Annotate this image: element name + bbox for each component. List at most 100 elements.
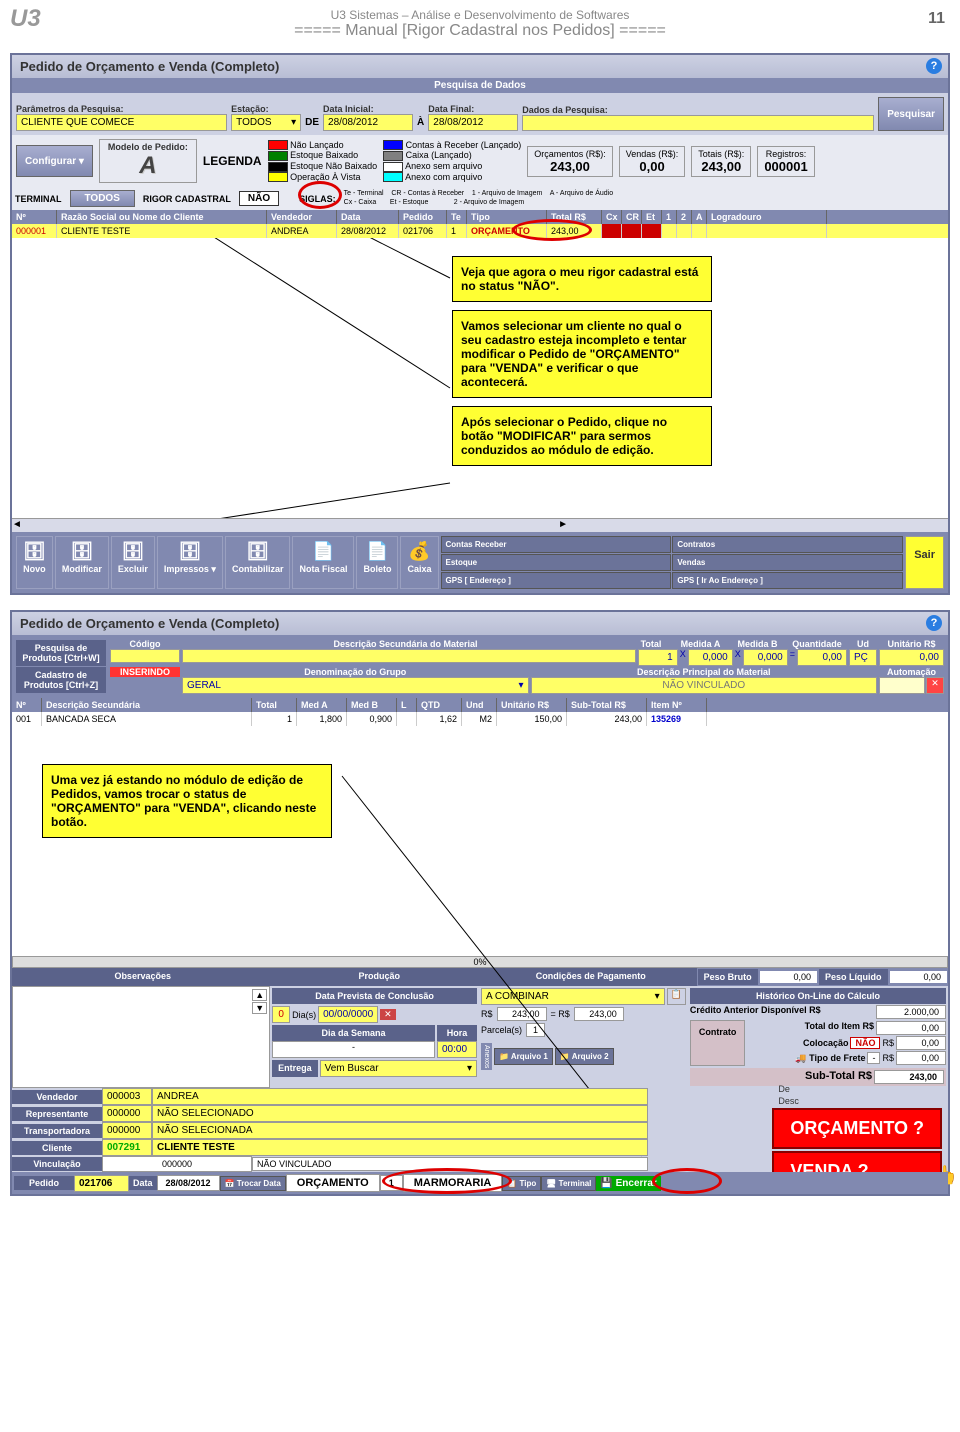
date-start-label: Data Inicial: — [323, 104, 413, 114]
clear-date-icon[interactable]: ✕ — [380, 1009, 396, 1020]
arquivo2-button[interactable]: 📁 Arquivo 2 — [555, 1048, 614, 1065]
legend-item: Não Lançado — [268, 140, 378, 151]
contratos-button[interactable]: Contratos — [672, 536, 903, 553]
pedido-n[interactable]: 021706 — [74, 1175, 129, 1192]
contas-button[interactable]: Contas Receber — [441, 536, 672, 553]
unitario-input[interactable]: 0,00 — [879, 649, 944, 666]
params-input[interactable]: CLIENTE QUE COMECE — [16, 114, 227, 131]
medida-b-input[interactable]: 0,000 — [743, 649, 788, 666]
legend-item: Operação À Vista — [268, 172, 378, 183]
producao-header: Produção — [273, 968, 485, 986]
trans-cod[interactable]: 000000 — [102, 1122, 152, 1139]
dias-n[interactable]: 0 — [272, 1006, 290, 1023]
grid-row[interactable]: 000001CLIENTE TESTEANDREA28/08/201202170… — [12, 224, 948, 238]
gps2-button[interactable]: GPS [ Ir Ao Endereço ] — [672, 572, 903, 589]
peso-bruto-value: 0,00 — [760, 971, 817, 983]
cadastro-produtos-button[interactable]: Cadastro de Produtos [Ctrl+Z] — [16, 667, 106, 693]
transportadora-label: Transportadora — [12, 1124, 102, 1138]
cond-icon[interactable]: 📋 — [667, 988, 686, 1005]
footer: Observações Produção Condições de Pagame… — [12, 968, 948, 1194]
dias-date[interactable]: 00/00/0000 — [318, 1006, 378, 1023]
grid-col-header: Et — [642, 210, 662, 224]
arquivo1-button[interactable]: 📁 Arquivo 1 — [494, 1048, 553, 1065]
nota-button[interactable]: 📄Nota Fiscal — [292, 536, 354, 589]
grid2-header: NºDescrição SecundáriaTotalMed AMed BLQT… — [12, 698, 948, 712]
impressos-button[interactable]: 🗄Impressos ▾ — [157, 536, 223, 589]
total-input[interactable]: 1 — [638, 649, 678, 666]
cliente-cod[interactable]: 007291 — [102, 1139, 152, 1156]
tipo-button[interactable]: 📋 Tipo — [502, 1176, 541, 1191]
modelo-a-icon: A — [108, 152, 188, 180]
cliente-nome[interactable]: CLIENTE TESTE — [152, 1139, 648, 1156]
data-pesquisa-input[interactable] — [522, 115, 874, 131]
geral-select[interactable]: GERAL▾ — [182, 677, 529, 694]
station-input[interactable]: TODOS▾ — [231, 114, 301, 131]
grid-col-header: CR — [622, 210, 642, 224]
vendedor-nome[interactable]: ANDREA — [152, 1088, 648, 1105]
qtd-input[interactable]: 0,00 — [797, 649, 847, 666]
condicoes-header: Condições de Pagamento — [485, 968, 697, 986]
grid-col-header: 2 — [677, 210, 692, 224]
trans-nome[interactable]: NÃO SELECIONADA — [152, 1122, 648, 1139]
colocacao-nao[interactable]: NÃO — [850, 1037, 880, 1049]
params-label: Parâmetros da Pesquisa: — [16, 104, 227, 114]
descricao-input[interactable] — [182, 649, 636, 663]
hora-value[interactable]: 00:00 — [437, 1041, 477, 1058]
contabilizar-button[interactable]: 🗄Contabilizar — [225, 536, 291, 589]
scrollbar-stub[interactable]: ◄ ► — [12, 518, 948, 532]
search-row: Parâmetros da Pesquisa: CLIENTE QUE COME… — [12, 93, 948, 135]
todos-button[interactable]: TODOS — [70, 190, 135, 207]
rep-cod[interactable]: 000000 — [102, 1105, 152, 1122]
configurar-button[interactable]: Configurar ▾ — [16, 145, 93, 177]
estoque-button[interactable]: Estoque — [441, 554, 672, 571]
vendedor-cod[interactable]: 000003 — [102, 1088, 152, 1105]
a-combinar-select[interactable]: A COMBINAR▾ — [481, 988, 665, 1005]
grid-cell: CLIENTE TESTE — [57, 224, 267, 238]
search-button[interactable]: Pesquisar — [878, 97, 944, 131]
grid2-row[interactable]: 001BANCADA SECA11,8000,9001,62M2150,0024… — [12, 712, 948, 726]
help-icon-2[interactable]: ? — [926, 615, 942, 631]
grid-cell: 243,00 — [567, 712, 647, 726]
ud-input[interactable]: PÇ — [849, 649, 877, 666]
nao-vinc-input[interactable]: NÃO VINCULADO — [531, 677, 878, 694]
nao-button[interactable]: NÃO — [239, 191, 279, 206]
contrato-button[interactable]: Contrato — [690, 1020, 746, 1066]
grid-col-header: Sub-Total R$ — [567, 698, 647, 712]
novo-button[interactable]: 🗄Novo — [16, 536, 53, 589]
representante-label: Representante — [12, 1107, 102, 1121]
excluir-button[interactable]: 🗄Excluir — [111, 536, 155, 589]
grid-cell — [677, 224, 692, 238]
observacoes-textarea[interactable]: ▲▼ — [12, 986, 270, 1088]
grid-cell: 243,00 — [547, 224, 602, 238]
medida-a-input[interactable]: 0,000 — [688, 649, 733, 666]
credito-value: 2.000,00 — [876, 1005, 946, 1019]
window-2: Pedido de Orçamento e Venda (Completo) ?… — [10, 610, 950, 1196]
grid-col-header: Total R$ — [547, 210, 602, 224]
boleto-button[interactable]: 📄Boleto — [356, 536, 398, 589]
date-end-input[interactable]: 28/08/2012 — [428, 114, 518, 131]
rep-nome[interactable]: NÃO SELECIONADO — [152, 1105, 648, 1122]
terminal-button[interactable]: 🖥 Terminal — [541, 1176, 596, 1191]
vinc-nome: NÃO VINCULADO — [252, 1157, 648, 1171]
help-icon[interactable]: ? — [926, 58, 942, 74]
grid-col-header: Vendedor — [267, 210, 337, 224]
qtd-header: Quantidade — [787, 639, 847, 649]
callout-area: Veja que agora o meu rigor cadastral est… — [12, 238, 948, 518]
grid-cell — [662, 224, 677, 238]
orcamento-big-button[interactable]: ORÇAMENTO ? — [772, 1108, 942, 1149]
grid-cell: 1,62 — [417, 712, 462, 726]
modificar-button[interactable]: 🗄Modificar — [55, 536, 109, 589]
callout-1: Veja que agora o meu rigor cadastral est… — [452, 256, 712, 302]
trocar-data-button[interactable]: 📅 Trocar Data — [220, 1176, 286, 1191]
entrega-select[interactable]: Vem Buscar▾ — [320, 1060, 477, 1077]
codigo-input[interactable] — [110, 649, 180, 663]
caixa-button[interactable]: 💰Caixa — [400, 536, 438, 589]
callout-2: Vamos selecionar um cliente no qual o se… — [452, 310, 712, 398]
date-start-input[interactable]: 28/08/2012 — [323, 114, 413, 131]
gps1-button[interactable]: GPS [ Endereço ] — [441, 572, 672, 589]
grid-cell: BANCADA SECA — [42, 712, 252, 726]
vendas-button[interactable]: Vendas — [672, 554, 903, 571]
sair-button[interactable]: Sair — [905, 536, 944, 589]
pesquisa-produtos-button[interactable]: Pesquisa de Produtos [Ctrl+W] — [16, 640, 106, 666]
encerrar-button[interactable]: 💾 Encerrar — [596, 1176, 660, 1191]
